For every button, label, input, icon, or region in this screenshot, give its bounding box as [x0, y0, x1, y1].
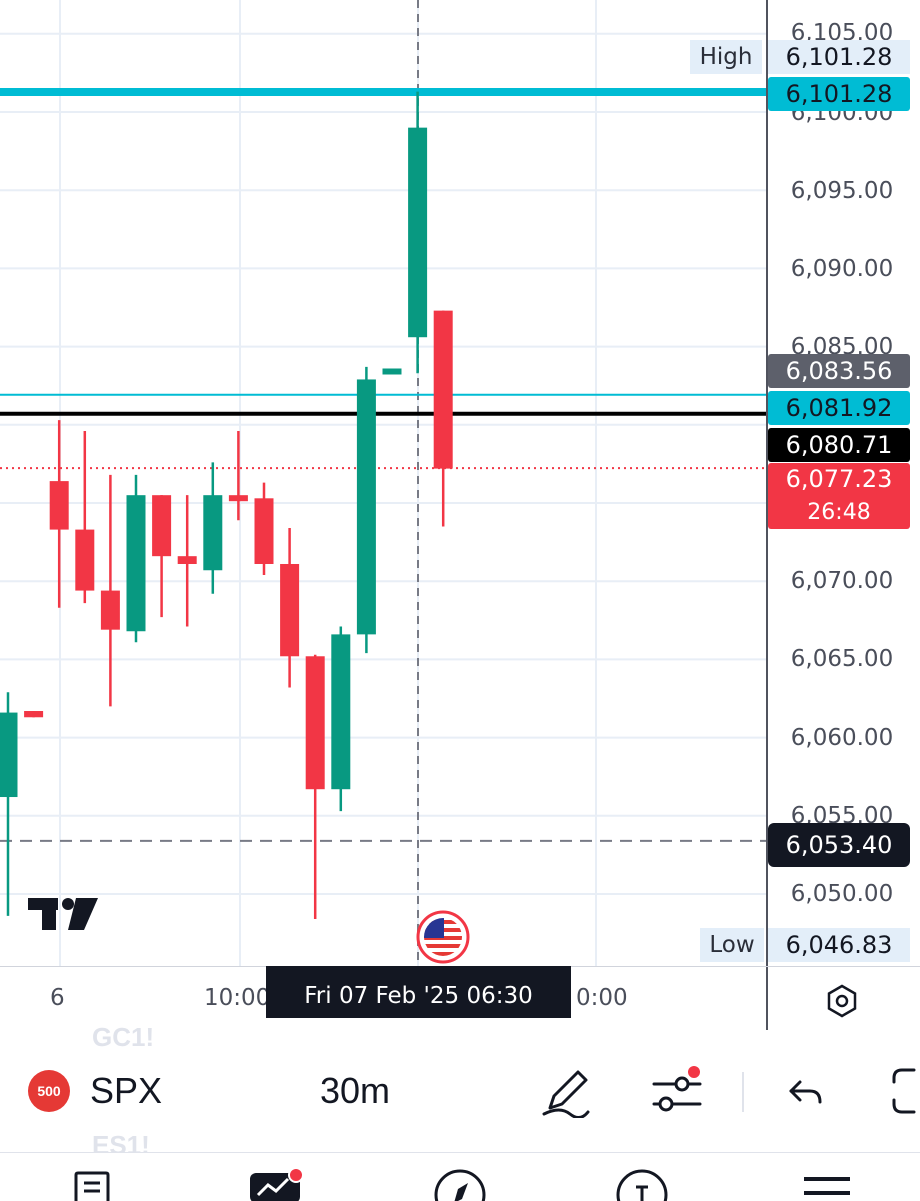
bottom-navigation: [0, 1152, 920, 1201]
symbol-button[interactable]: SPX: [90, 1070, 163, 1111]
price-axis-divider: [766, 0, 768, 1030]
pen-drawing-icon[interactable]: [540, 1064, 592, 1118]
price-tick: 6,065.00: [790, 646, 894, 672]
high-value-label: 6,101.28: [768, 40, 910, 74]
candle-body: [305, 656, 325, 790]
candle-body: [433, 310, 453, 469]
chart-settings-cell[interactable]: [766, 966, 920, 1031]
toolbar-separator: [742, 1072, 744, 1112]
watchlist-ghost-item: GC1!: [92, 1022, 155, 1052]
crosshair-date-label: Fri 07 Feb '25 06:30: [266, 966, 571, 1018]
candle-body: [24, 711, 44, 718]
candle-body: [0, 712, 18, 798]
black-level-label: 6,080.71: [768, 428, 910, 462]
price-tick: 6,070.00: [790, 568, 894, 594]
price-tick: 6,060.00: [790, 725, 894, 751]
chart-area[interactable]: [0, 0, 920, 966]
fullscreen-icon[interactable]: [888, 1066, 920, 1118]
candle-body: [280, 563, 300, 657]
candle-body: [75, 529, 95, 591]
candle-body: [382, 368, 402, 375]
candle-body: [254, 498, 274, 564]
candle-body: [100, 590, 120, 630]
last-price-value: 6,077.23: [785, 465, 893, 493]
symbol-badge[interactable]: 500: [28, 1070, 70, 1112]
candle-body: [49, 481, 69, 530]
dashed-level-label: 6,053.40: [768, 823, 910, 867]
indicators-sliders-icon[interactable]: [650, 1064, 706, 1118]
undo-icon[interactable]: [786, 1072, 826, 1112]
interval-button[interactable]: 30m: [320, 1070, 391, 1111]
time-tick: 0:00: [576, 985, 628, 1011]
price-tick: 6,095.00: [790, 178, 894, 204]
cyan-level-label: 6,081.92: [768, 391, 910, 425]
high-tag: High: [690, 40, 762, 74]
candle-body: [152, 495, 172, 557]
candlestick-chart[interactable]: [0, 0, 766, 966]
chart-toolbar: [0, 1030, 920, 1152]
candle-body: [356, 379, 376, 635]
price-tick: 6,050.00: [790, 881, 894, 907]
last-price-label: 6,077.23 26:48: [768, 463, 910, 529]
bar-countdown: 26:48: [807, 500, 871, 525]
hexagon-settings-icon[interactable]: [824, 983, 860, 1019]
candle-body: [228, 495, 248, 502]
candle-body: [203, 495, 223, 571]
ideas-icon[interactable]: [614, 1167, 670, 1201]
candle-body: [177, 556, 197, 564]
us-flag-event-icon[interactable]: [416, 910, 470, 964]
price-tick: 6,090.00: [790, 256, 894, 282]
watchlist-icon[interactable]: [72, 1171, 112, 1201]
low-tag: Low: [700, 928, 764, 962]
low-value-label: 6,046.83: [768, 928, 910, 962]
chart-tab-icon[interactable]: [248, 1167, 308, 1201]
candle-body: [331, 634, 351, 790]
tradingview-logo: [28, 898, 98, 930]
top-level-label: 6,101.28: [768, 77, 910, 111]
candle-body: [126, 495, 146, 632]
candle-body: [408, 127, 428, 338]
compass-explore-icon[interactable]: [432, 1167, 488, 1201]
menu-icon[interactable]: [800, 1173, 854, 1201]
grey-level-label: 6,083.56: [768, 354, 910, 388]
time-tick: 6: [50, 985, 65, 1011]
time-tick: 10:00: [204, 985, 271, 1011]
